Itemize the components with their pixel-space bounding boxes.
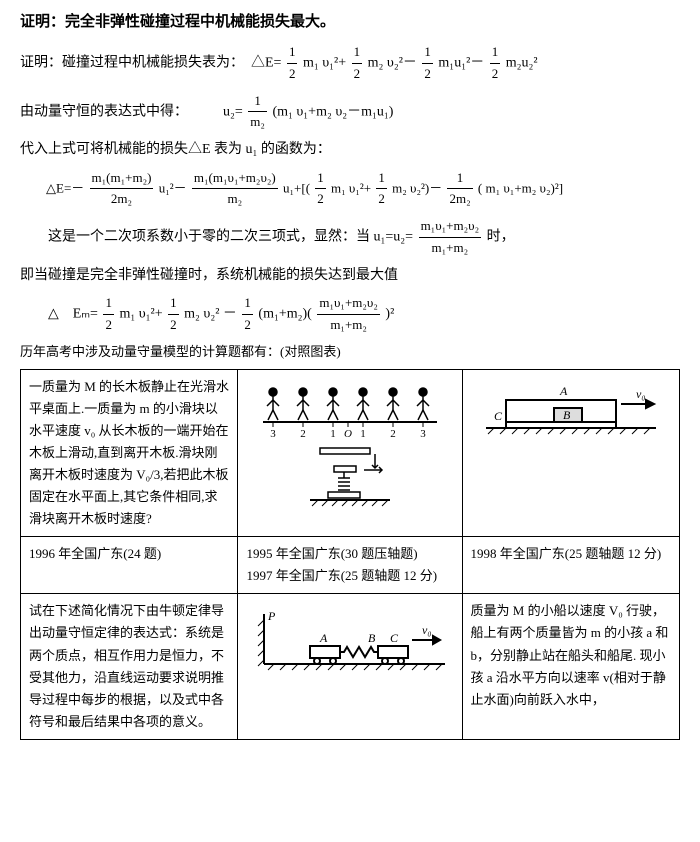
fraction: m₁(m₁+m₂)2m₂ bbox=[90, 168, 154, 211]
carts-spring-diagram: P A B C v₀ bbox=[250, 604, 450, 684]
fraction: m₁υ₁+m₂υ₂m₁+m₂ bbox=[317, 293, 380, 336]
svg-text:B: B bbox=[368, 631, 376, 645]
text: m₂ υ₂² － bbox=[184, 307, 237, 322]
proof-line-7: △ Eₘ= 12 m₁ υ₁²+ 12 m₂ υ₂² － 12 (m₁+m₂)(… bbox=[20, 293, 680, 336]
fraction: 12 bbox=[103, 293, 114, 336]
fraction: 12 bbox=[287, 42, 298, 85]
text: u₁²－ bbox=[159, 180, 187, 195]
cell-problem-newton: 试在下述简化情况下由牛顿定律导出动量守恒定律的表达式：系统是两个质点，相互作用力… bbox=[21, 594, 238, 740]
proof-line-6: 即当碰撞是完全非弹性碰撞时，系统机械能的损失达到最大值 bbox=[20, 265, 680, 287]
spring-board-diagram bbox=[290, 444, 410, 514]
text: (m₁ υ₁+m₂ υ₂－m₁u₁) bbox=[272, 104, 393, 119]
fraction: 12 bbox=[315, 168, 326, 211]
svg-text:C: C bbox=[494, 409, 503, 423]
exam-table: 一质量为 M 的长木板静止在光滑水平桌面上.一质量为 m 的小滑块以水平速度 v… bbox=[20, 369, 680, 740]
stick-figures-diagram: 3 2 1 O 1 2 3 bbox=[255, 380, 445, 440]
svg-text:C: C bbox=[390, 631, 399, 645]
text: 1997 年全国广东(25 题轴题 12 分) bbox=[246, 565, 453, 587]
proof-line-3: 代入上式可将机械能的损失△E 表为 u₁ 的函数为： bbox=[20, 139, 680, 161]
svg-text:v₀: v₀ bbox=[636, 387, 646, 401]
fraction: 12 bbox=[490, 42, 501, 85]
table-row: 1996 年全国广东(24 题) 1995 年全国广东(30 题压轴题) 199… bbox=[21, 537, 680, 594]
text: m₂u₂² bbox=[506, 56, 538, 71]
text: m₁ υ₁²+ bbox=[331, 180, 371, 195]
cell-year-1995-1997: 1995 年全国广东(30 题压轴题) 1997 年全国广东(25 题轴题 12… bbox=[238, 537, 462, 594]
table-row: 一质量为 M 的长木板静止在光滑水平桌面上.一质量为 m 的小滑块以水平速度 v… bbox=[21, 369, 680, 537]
text: m₂ υ₂²)－ bbox=[392, 180, 442, 195]
fraction: 1m₂ bbox=[248, 91, 267, 134]
proof-line-1: 证明：碰撞过程中机械能损失表为： △E= 12 m₁ υ₁²+ 12 m₂ υ₂… bbox=[20, 42, 680, 85]
svg-text:P: P bbox=[267, 609, 276, 623]
cell-year-1998: 1998 年全国广东(25 题轴题 12 分) bbox=[462, 537, 679, 594]
fraction: 12m₂ bbox=[447, 168, 472, 211]
cell-figure-sticks: 3 2 1 O 1 2 3 bbox=[238, 369, 462, 537]
text: 1995 年全国广东(30 题压轴题) bbox=[246, 543, 453, 565]
fraction: 12 bbox=[242, 293, 253, 336]
svg-text:1: 1 bbox=[360, 428, 366, 440]
text: △E=－ bbox=[46, 180, 84, 195]
cell-figure-carts: P A B C v₀ bbox=[238, 594, 462, 740]
svg-text:3: 3 bbox=[420, 428, 426, 440]
text: 这是一个二次项系数小于零的二次三项式，显然：当 u₁=u₂= bbox=[48, 230, 413, 245]
text: u₁+[( bbox=[283, 180, 310, 195]
svg-text:A: A bbox=[559, 384, 568, 398]
proof-line-4: △E=－ m₁(m₁+m₂)2m₂ u₁²－ m₁(m₁υ₁+m₂υ₂)m₂ u… bbox=[20, 168, 680, 211]
text: △ Eₘ= bbox=[20, 307, 98, 322]
svg-text:A: A bbox=[319, 631, 328, 645]
cell-problem-1996: 一质量为 M 的长木板静止在光滑水平桌面上.一质量为 m 的小滑块以水平速度 v… bbox=[21, 369, 238, 537]
fraction: 12 bbox=[352, 42, 363, 85]
svg-text:2: 2 bbox=[300, 428, 306, 440]
svg-text:O: O bbox=[344, 428, 352, 440]
svg-text:1: 1 bbox=[330, 428, 336, 440]
cell-problem-boat: 质量为 M 的小船以速度 V₀ 行驶，船上有两个质量皆为 m 的小孩 a 和 b… bbox=[462, 594, 679, 740]
svg-text:2: 2 bbox=[390, 428, 396, 440]
fraction: 12 bbox=[376, 168, 387, 211]
text: 证明：碰撞过程中机械能损失表为： △E= bbox=[20, 56, 281, 71]
text: 由动量守恒的表达式中得： u₂= bbox=[20, 104, 243, 119]
text: 时， bbox=[487, 230, 515, 245]
fraction: 12 bbox=[422, 42, 433, 85]
text: )² bbox=[385, 307, 394, 322]
svg-text:v₀: v₀ bbox=[422, 623, 432, 637]
table-row: 试在下述简化情况下由牛顿定律导出动量守恒定律的表达式：系统是两个质点，相互作用力… bbox=[21, 594, 680, 740]
exam-intro: 历年高考中涉及动量守量模型的计算题都有：(对照图表) bbox=[20, 342, 680, 363]
fraction: m₁υ₁+m₂υ₂m₁+m₂ bbox=[419, 216, 482, 259]
fraction: m₁(m₁υ₁+m₂υ₂)m₂ bbox=[192, 168, 278, 211]
text: (m₁+m₂)( bbox=[258, 307, 311, 322]
text: m₁u₁²－ bbox=[438, 56, 484, 71]
fraction: 12 bbox=[168, 293, 179, 336]
proof-title: 证明：完全非弹性碰撞过程中机械能损失最大。 bbox=[20, 10, 680, 34]
text: m₁ υ₁²+ bbox=[303, 56, 346, 71]
proof-line-2: 由动量守恒的表达式中得： u₂= 1m₂ (m₁ υ₁+m₂ υ₂－m₁u₁) bbox=[20, 91, 680, 134]
svg-text:3: 3 bbox=[270, 428, 276, 440]
text: ( m₁ υ₁+m₂ υ₂)²] bbox=[478, 180, 563, 195]
block-on-table-diagram: A C B v₀ bbox=[476, 380, 666, 450]
text: m₁ υ₁²+ bbox=[119, 307, 162, 322]
text: m₂ υ₂²－ bbox=[368, 56, 417, 71]
cell-year-1996: 1996 年全国广东(24 题) bbox=[21, 537, 238, 594]
svg-text:B: B bbox=[563, 408, 571, 422]
cell-figure-block: A C B v₀ bbox=[462, 369, 679, 537]
proof-line-5: 这是一个二次项系数小于零的二次三项式，显然：当 u₁=u₂= m₁υ₁+m₂υ₂… bbox=[20, 216, 680, 259]
